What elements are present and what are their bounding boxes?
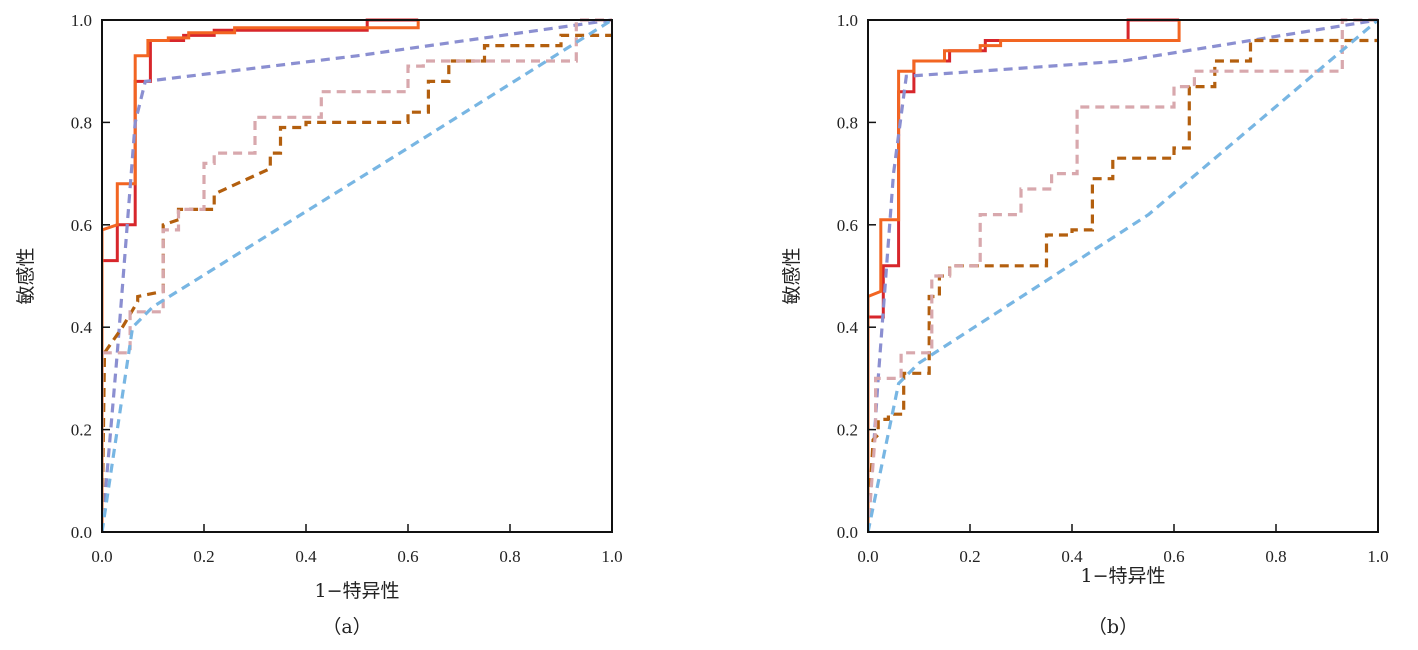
panel-b-series-4-line <box>868 38 1378 532</box>
panel-a-y-tick-label: 0.4 <box>71 318 93 337</box>
panel-a-series-6-line <box>102 18 612 532</box>
panel-b-y-tick-label: 0.0 <box>837 523 858 542</box>
panel-a-x-tick-label: 1.0 <box>601 547 622 566</box>
panel-b-x-tick-label: 0.4 <box>1061 547 1083 566</box>
panel-b-series-6-line <box>868 18 1378 532</box>
panel-b: 0.0 0.2 0.4 0.6 0.8 1.0 0.0 0.2 0.4 0.6 0.8 1.0 1−特异… <box>781 11 1389 638</box>
panel-b-y-axis-label: 敏感性 <box>781 247 803 304</box>
panel-a-x-tick-label: 0.6 <box>397 547 418 566</box>
panel-a-x-tick-label: 0.4 <box>295 547 317 566</box>
panel-b-x-tick-label: 0.2 <box>959 547 980 566</box>
panel-a-y-tick-label: 0.0 <box>71 523 92 542</box>
panel-a-x-tick-label: 0.0 <box>91 547 112 566</box>
panel-b-series-3-line <box>868 18 1378 532</box>
panel-a-caption: （a） <box>322 616 371 638</box>
panel-a-y-tick-label: 0.8 <box>71 113 92 132</box>
panel-b-y-tick-label: 0.2 <box>837 421 858 440</box>
panel-a-y-tick-label: 0.6 <box>71 216 92 235</box>
panel-b-plot-frame <box>867 19 1379 533</box>
panel-a-x-axis-label: 1−特异性 <box>314 580 399 602</box>
panel-a-series-2-line <box>102 20 420 532</box>
panel-a-series-5-line <box>102 18 612 532</box>
panel-b-series-5-line <box>868 18 1378 532</box>
panel-b-x-tick-label: 1.0 <box>1367 547 1388 566</box>
panel-a-series-1-line <box>102 18 419 532</box>
panel-a-x-tick-label: 0.2 <box>193 547 214 566</box>
panel-b-y-tick-label: 0.4 <box>837 318 859 337</box>
panel-b-x-axis-label: 1−特异性 <box>1080 565 1165 587</box>
panel-a-x-tick-label: 0.8 <box>499 547 520 566</box>
panel-b-x-tick-label: 0.8 <box>1265 547 1286 566</box>
panel-a-plot-frame <box>101 19 613 533</box>
panel-a-y-tick-label: 0.2 <box>71 421 92 440</box>
panel-b-x-tick-label: 0.0 <box>857 547 878 566</box>
panel-a-y-axis-label: 敏感性 <box>15 247 37 304</box>
panel-a-series-3-line <box>102 18 612 532</box>
panel-b-x-tick-label: 0.6 <box>1163 547 1184 566</box>
panel-b-series-2-line <box>868 20 1181 532</box>
panel-b-y-tick-label: 0.6 <box>837 216 858 235</box>
panel-a: 0.0 0.2 0.4 0.6 0.8 1.0 0.0 0.2 0.4 0.6 0.8 1.0 1−特异… <box>15 11 623 638</box>
panel-b-caption: （b） <box>1088 616 1138 638</box>
panel-a-y-tick-label: 1.0 <box>71 11 92 30</box>
panel-a-series-4-line <box>102 33 612 532</box>
panel-b-series-1-line <box>868 18 1180 532</box>
panel-b-y-tick-label: 0.8 <box>837 113 858 132</box>
panel-b-y-tick-label: 1.0 <box>837 11 858 30</box>
